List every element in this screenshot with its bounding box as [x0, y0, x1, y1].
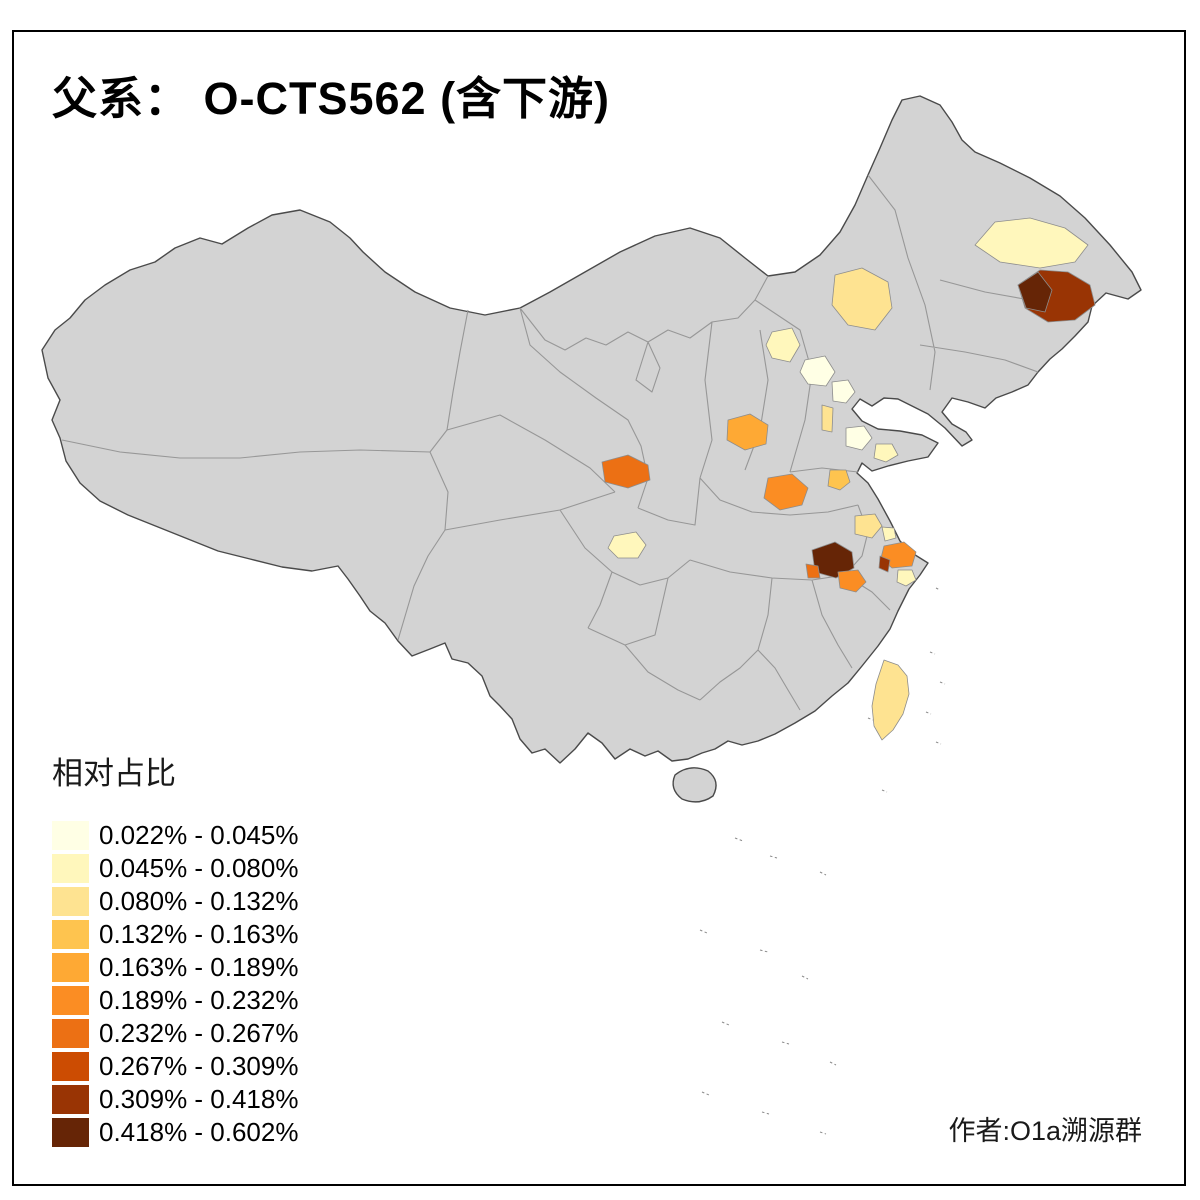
author-credit: 作者:O1a溯源群	[948, 1116, 1142, 1146]
legend-swatch-1	[52, 821, 89, 850]
legend-swatch-7	[52, 1019, 89, 1048]
legend-label-8: 0.267% - 0.309%	[99, 1051, 299, 1081]
map-region-tianjin-cream	[831, 379, 856, 404]
legend-title: 相对占比	[52, 756, 176, 791]
legend-row: 0.080% - 0.132%	[52, 886, 392, 916]
legend-row: 0.189% - 0.232%	[52, 985, 392, 1015]
map-region-hebei-sliver	[821, 404, 834, 433]
map-region-shanghai-dark-sliver	[878, 555, 891, 573]
legend-swatch-5	[52, 953, 89, 982]
mainland-china	[41, 95, 1142, 764]
legend-label-6: 0.189% - 0.232%	[99, 985, 299, 1015]
legend-row: 0.163% - 0.189%	[52, 952, 392, 982]
legend-swatch-6	[52, 986, 89, 1015]
map-region-shandong-pale-1	[845, 425, 873, 451]
legend: 相对占比 0.022% - 0.045% 0.045% - 0.080% 0.0…	[52, 748, 392, 1151]
legend-label-10: 0.418% - 0.602%	[99, 1117, 299, 1147]
legend-row: 0.309% - 0.418%	[52, 1084, 392, 1114]
map-region-shandong-pale-2	[873, 443, 899, 463]
map-region-sichuan-pale	[607, 531, 647, 559]
legend-row: 0.267% - 0.309%	[52, 1051, 392, 1081]
plot-border	[12, 30, 1186, 1186]
legend-swatch-8	[52, 1052, 89, 1081]
legend-row: 0.132% - 0.163%	[52, 919, 392, 949]
legend-label-5: 0.163% - 0.189%	[99, 952, 299, 982]
map-region-shanghai-pale	[896, 569, 917, 587]
legend-swatch-9	[52, 1085, 89, 1114]
map-region-heilongjiang-pale	[974, 217, 1089, 269]
map-region-shandong-west-orange	[827, 469, 851, 491]
legend-label-7: 0.232% - 0.267%	[99, 1018, 299, 1048]
map-region-jiangsu-pale	[854, 513, 883, 539]
legend-swatch-3	[52, 887, 89, 916]
map-region-northeast-dark-west	[1017, 271, 1053, 313]
legend-label-1: 0.022% - 0.045%	[99, 820, 299, 850]
map-region-anhui-orange	[837, 569, 867, 593]
map-region-jiangsu-tiny	[881, 526, 897, 542]
map-region-hebei-north-pale	[765, 327, 801, 363]
legend-label-4: 0.132% - 0.163%	[99, 919, 299, 949]
legend-label-9: 0.309% - 0.418%	[99, 1084, 299, 1114]
map-title: 父系： O-CTS562 (含下游)	[52, 73, 611, 124]
map-region-anhui-deep-small	[805, 563, 821, 579]
map-region-beijing-cream	[799, 355, 836, 387]
map-region-shaanxi-orange	[601, 454, 651, 489]
map-region-henan-north-orange	[726, 413, 769, 451]
taiwan-island	[871, 659, 910, 741]
legend-swatch-2	[52, 854, 89, 883]
legend-swatch-4	[52, 920, 89, 949]
legend-row: 0.045% - 0.080%	[52, 853, 392, 883]
hainan-island	[672, 767, 717, 803]
map-region-henan-south-orange	[763, 473, 809, 511]
legend-row: 0.418% - 0.602%	[52, 1117, 392, 1147]
legend-label-3: 0.080% - 0.132%	[99, 886, 299, 916]
map-region-jilin-west-light	[831, 267, 893, 331]
legend-row: 0.022% - 0.045%	[52, 820, 392, 850]
legend-label-2: 0.045% - 0.080%	[99, 853, 299, 883]
legend-swatch-10	[52, 1118, 89, 1147]
legend-row: 0.232% - 0.267%	[52, 1018, 392, 1048]
